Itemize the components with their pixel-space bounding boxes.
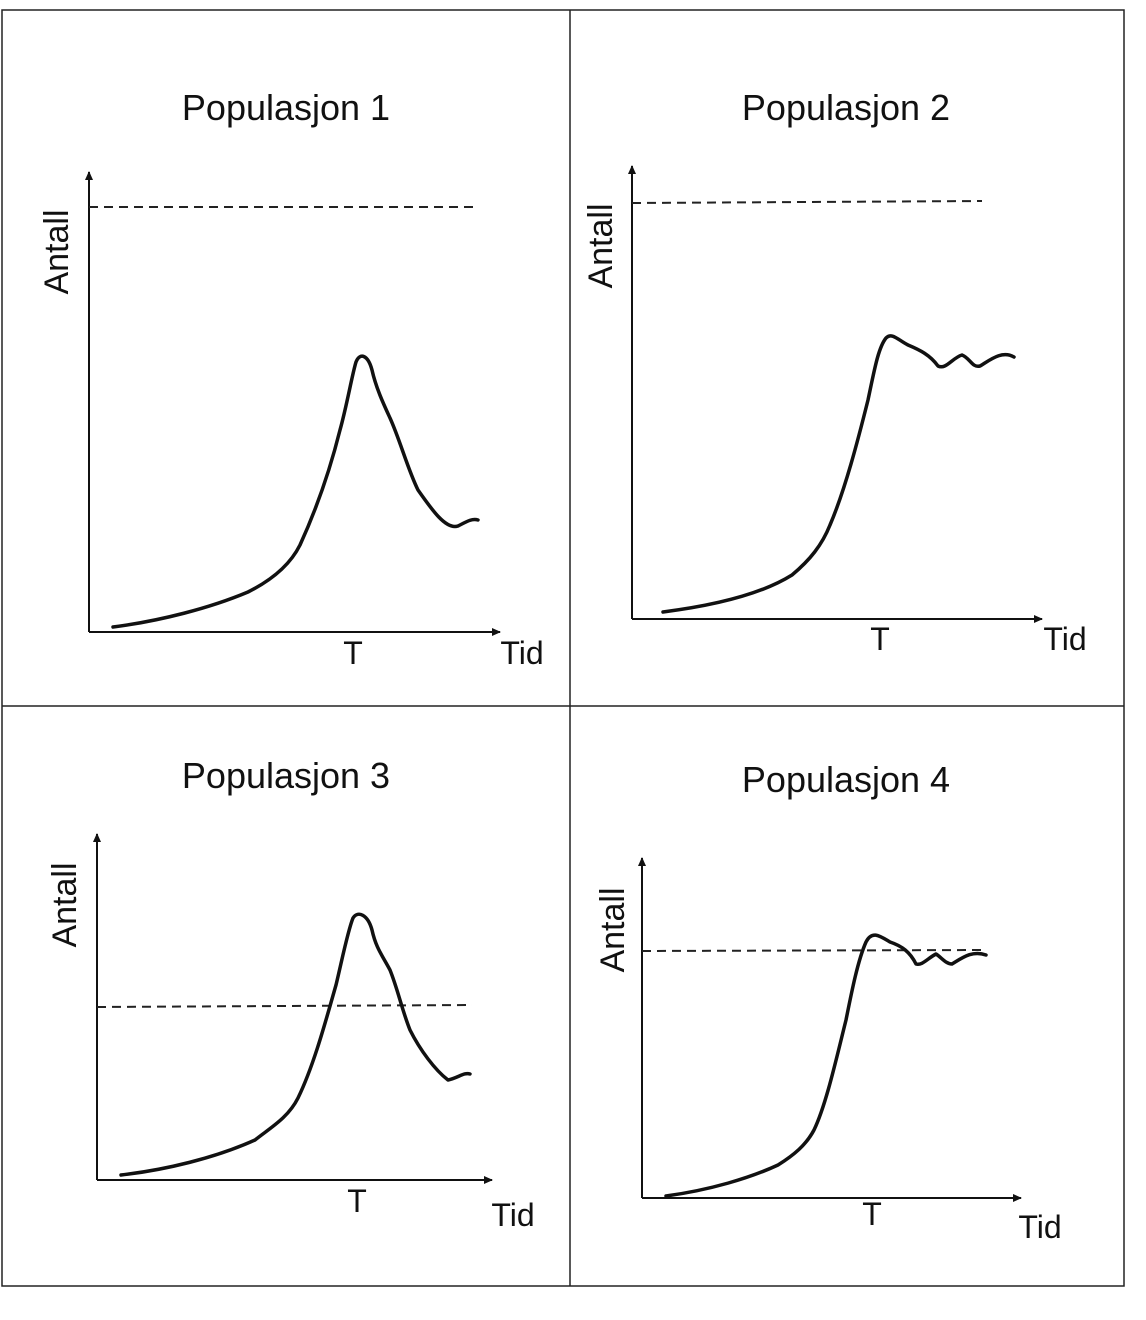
panel-title: Populasjon 2 [742, 87, 950, 128]
x-axis-label: Tid [1043, 621, 1086, 657]
time-marker-T: T [347, 1183, 367, 1219]
panel-title: Populasjon 1 [182, 87, 390, 128]
panel-title: Populasjon 4 [742, 759, 950, 800]
y-axis-label: Antall [46, 862, 84, 947]
time-marker-T: T [343, 635, 363, 671]
time-marker-T: T [870, 621, 890, 657]
population-curve [119, 912, 472, 1177]
panel-title: Populasjon 3 [182, 755, 390, 796]
carrying-capacity-line [631, 200, 983, 204]
y-axis-label: Antall [38, 209, 76, 294]
table-grid [1, 9, 1125, 1287]
panel-2: Populasjon 2 Antall Tid T [582, 87, 1087, 657]
carrying-capacity-line [641, 949, 985, 952]
panel-1: Populasjon 1 Antall Tid T [38, 87, 544, 671]
y-axis-label: Antall [582, 203, 620, 288]
x-axis-label: Tid [491, 1197, 534, 1233]
population-curve [664, 933, 988, 1198]
x-axis-label: Tid [500, 635, 543, 671]
panel-4: Populasjon 4 Antall Tid T [594, 759, 1062, 1245]
population-curve [111, 354, 480, 629]
y-axis-label: Antall [594, 887, 632, 972]
x-axis-label: Tid [1018, 1209, 1061, 1245]
panel-3: Populasjon 3 Antall Tid T [46, 755, 535, 1233]
population-curve [661, 334, 1016, 614]
carrying-capacity-line [96, 1004, 473, 1008]
time-marker-T: T [862, 1196, 882, 1232]
